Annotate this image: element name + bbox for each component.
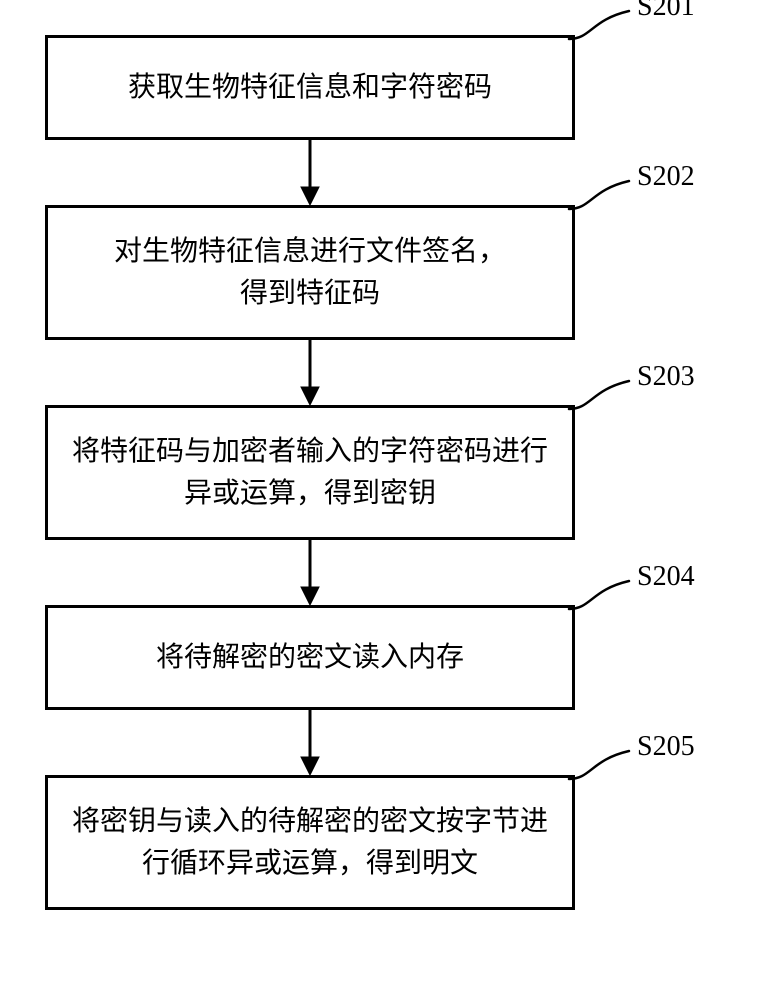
- arrow-connector: [0, 0, 783, 1000]
- flowchart-canvas: 获取生物特征信息和字符密码S201对生物特征信息进行文件签名， 得到特征码S20…: [0, 0, 783, 1000]
